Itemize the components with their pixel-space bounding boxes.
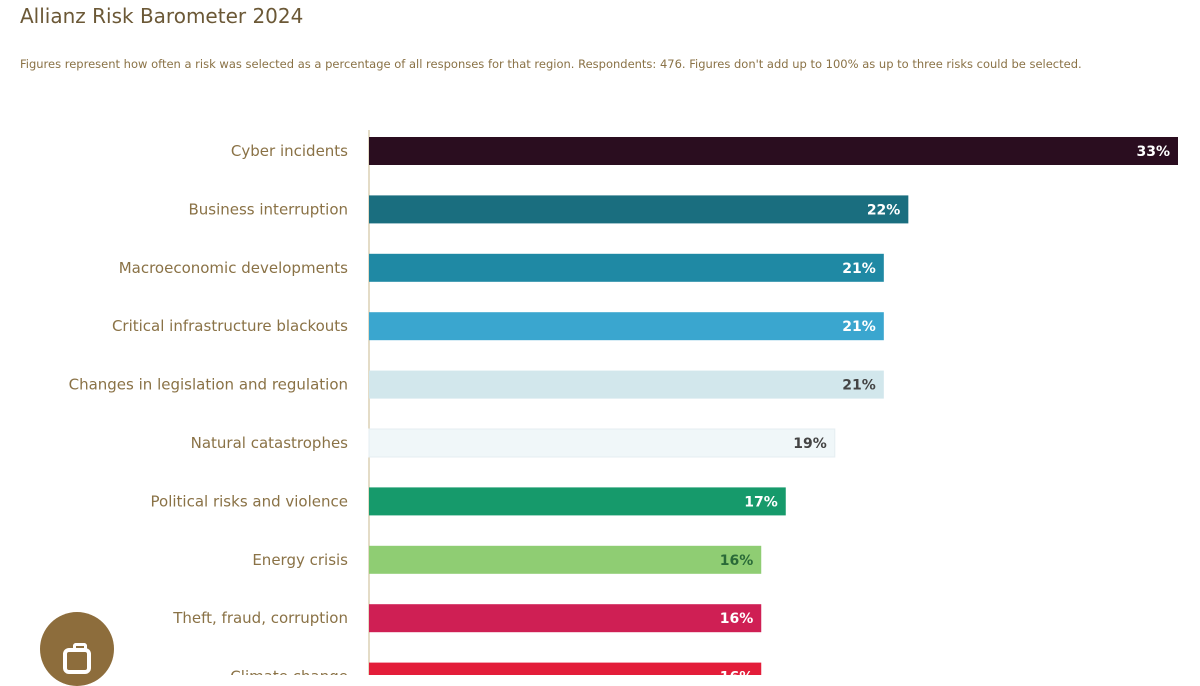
category-label: Changes in legislation and regulation [69,376,348,394]
bar-value-label: 21% [842,378,876,394]
category-label: Macroeconomic developments [119,259,348,277]
chart-title: Allianz Risk Barometer 2024 [20,4,304,28]
category-label: Natural catastrophes [191,434,349,452]
camera-button[interactable] [40,612,114,686]
bar [369,487,786,516]
bar [369,370,884,399]
category-label: Energy crisis [252,551,348,569]
category-label: Climate change [230,668,348,675]
bar-value-label: 16% [720,611,754,627]
category-label: Political risks and violence [151,492,348,510]
bar-value-label: 33% [1136,144,1170,160]
bar-value-label: 17% [744,494,778,510]
bar-value-label: 19% [793,436,827,452]
bar [369,604,762,633]
bar [369,253,884,282]
bar [369,137,1178,165]
bar [369,312,884,341]
bar-value-label: 16% [720,553,754,569]
category-label: Theft, fraud, corruption [172,609,348,627]
bar-value-label: 22% [867,202,901,218]
chart-subtitle: Figures represent how often a risk was s… [20,57,1082,71]
bar [369,662,762,675]
category-label: Critical infrastructure blackouts [112,317,348,335]
bar-value-label: 21% [842,261,876,277]
category-label: Business interruption [188,200,348,218]
bar [369,195,909,224]
category-label: Cyber incidents [231,142,348,160]
bar-value-label: 16% [720,670,754,675]
bar-value-label: 21% [842,319,876,335]
bar [368,428,836,458]
camera-icon [63,643,91,674]
bar [369,545,762,574]
